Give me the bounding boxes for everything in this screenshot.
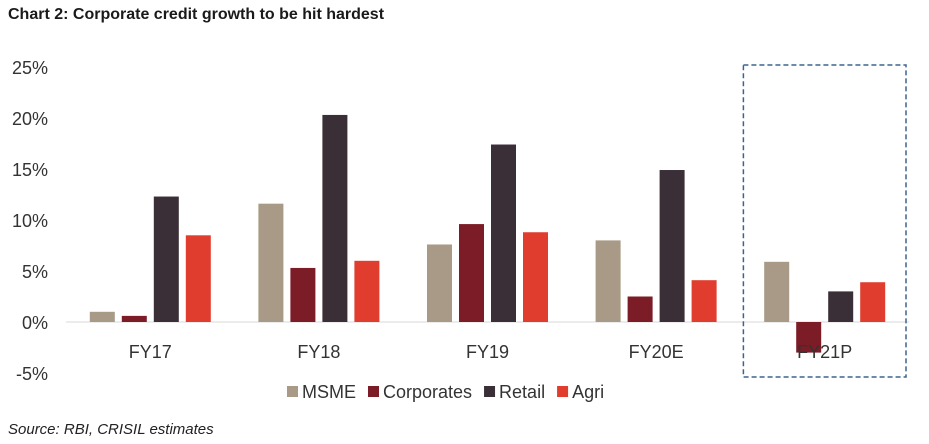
bar-msme-fy20e [595, 240, 621, 322]
legend-label-agri: Agri [572, 382, 604, 402]
bar-agri-fy20e [691, 280, 717, 322]
bar-corporates-fy20e [627, 296, 653, 322]
legend-swatch-corporates [368, 386, 379, 397]
bar-retail-fy17 [153, 196, 179, 322]
bar-retail-fy19 [491, 144, 516, 322]
legend-swatch-msme [287, 386, 298, 397]
x-tick-label: FY21P [797, 342, 852, 362]
y-tick-label: 20% [12, 109, 48, 129]
legend-label-corporates: Corporates [383, 382, 472, 402]
bar-agri-fy17 [185, 235, 211, 322]
bar-msme-fy21p [764, 261, 790, 322]
bar-retail-fy18 [322, 114, 348, 322]
legend: MSME Corporates Retail Agri [287, 382, 604, 402]
bar-agri-fy19 [523, 232, 548, 322]
bar-corporates-fy18 [290, 267, 316, 322]
legend-label-msme: MSME [302, 382, 356, 402]
y-tick-label: 10% [12, 211, 48, 231]
x-tick-label: FY19 [466, 342, 509, 362]
x-tick-label: FY20E [629, 342, 684, 362]
legend-label-retail: Retail [499, 382, 545, 402]
y-tick-label: 0% [22, 313, 48, 333]
bar-msme-fy17 [89, 311, 115, 322]
source-note: Source: RBI, CRISIL estimates [8, 421, 214, 438]
legend-swatch-agri [557, 386, 569, 397]
bar-msme-fy18 [258, 203, 284, 322]
x-axis: FY17 FY18 FY19 FY20E FY21P [129, 342, 852, 362]
forecast-highlight-box [742, 64, 907, 378]
y-axis: 25% 20% 15% 10% 5% 0% -5% [12, 58, 48, 384]
x-tick-label: FY17 [129, 342, 172, 362]
bar-retail-fy20e [659, 170, 685, 322]
bar-agri-fy18 [354, 260, 380, 322]
x-tick-label: FY18 [297, 342, 340, 362]
bar-agri-fy21p [860, 282, 886, 322]
bar-corporates-fy17 [121, 315, 147, 322]
bar-msme-fy19 [427, 244, 452, 322]
bar-corporates-fy19 [459, 224, 484, 322]
y-tick-label: 25% [12, 58, 48, 78]
chart-title: Chart 2: Corporate credit growth to be h… [8, 6, 385, 23]
bar-retail-fy21p [828, 291, 854, 322]
legend-swatch-retail [484, 386, 496, 397]
bars-group [89, 114, 886, 353]
y-tick-label: 5% [22, 262, 48, 282]
y-tick-label: -5% [16, 364, 48, 384]
bar-corporates-fy21p [796, 322, 822, 353]
y-tick-label: 15% [12, 160, 48, 180]
